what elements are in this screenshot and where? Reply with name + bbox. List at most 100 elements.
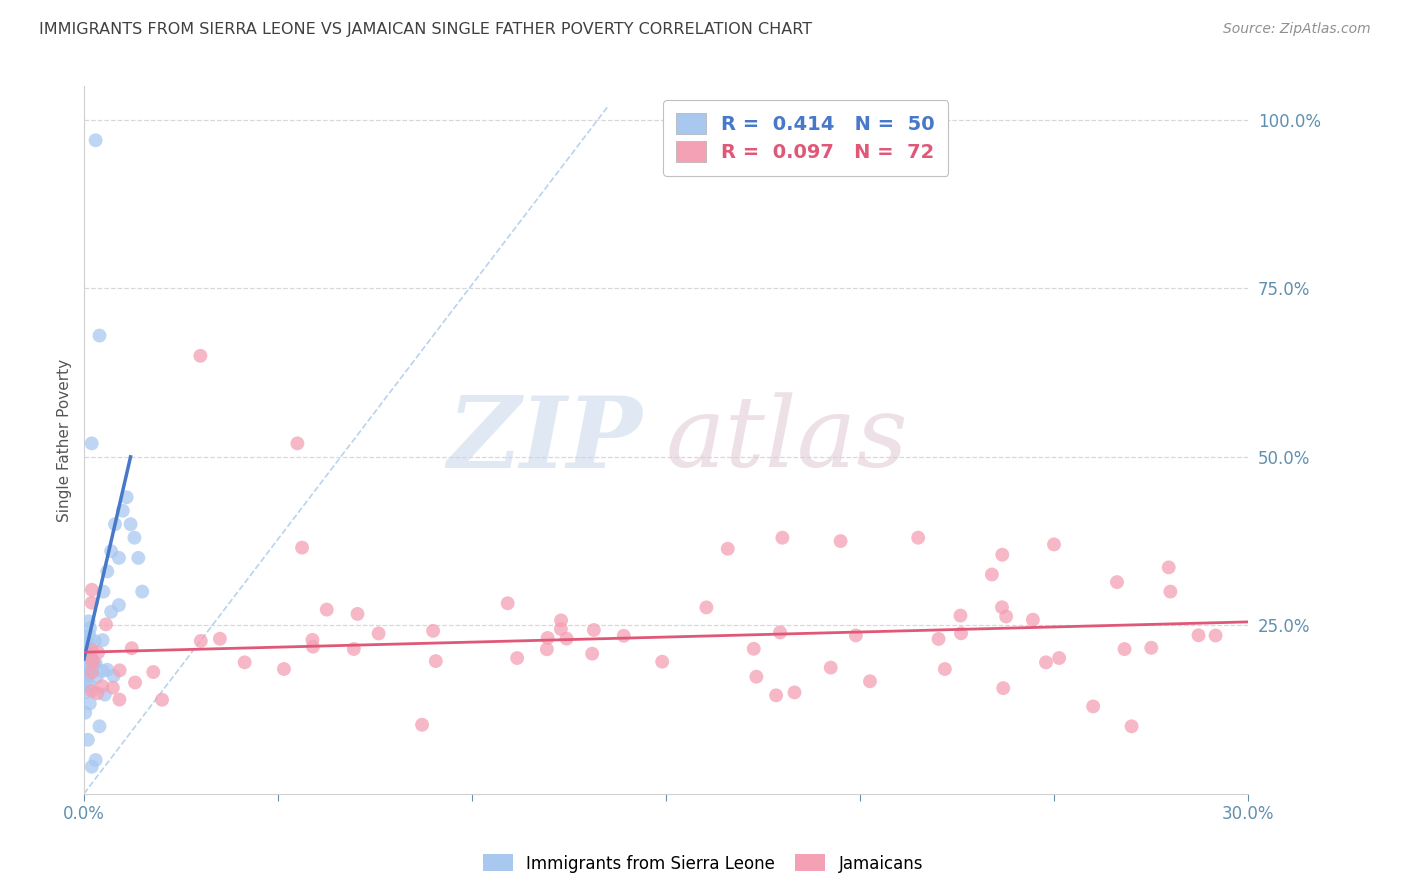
Point (89, 328, 111, 343)
Point (76, 659, 98, 673)
Point (108, 664, 131, 678)
Text: ZIP: ZIP (447, 392, 643, 488)
Point (120, 517, 142, 532)
Point (80, 665, 103, 680)
Point (84, 657, 107, 671)
Point (86, 686, 108, 700)
Text: IMMIGRANTS FROM SIERRA LEONE VS JAMAICAN SINGLE FATHER POVERTY CORRELATION CHART: IMMIGRANTS FROM SIERRA LEONE VS JAMAICAN… (39, 22, 813, 37)
Point (907, 531, 929, 545)
Point (190, 634, 212, 648)
Point (91, 679, 114, 693)
Point (422, 624, 444, 638)
Point (582, 623, 605, 637)
Point (142, 665, 165, 679)
Point (77, 635, 100, 649)
Point (124, 675, 146, 690)
Point (1187, 628, 1209, 642)
Point (75, 685, 97, 699)
Point (301, 632, 323, 647)
Point (536, 642, 558, 657)
Point (928, 632, 950, 646)
Point (830, 534, 852, 549)
Point (80, 596, 103, 610)
Point (550, 614, 572, 628)
Point (84, 133, 107, 147)
Point (555, 632, 578, 646)
Point (79, 697, 101, 711)
Point (859, 674, 882, 689)
Point (84, 753, 107, 767)
Point (550, 622, 572, 636)
Point (993, 681, 1015, 695)
Point (995, 609, 1018, 624)
Point (765, 689, 787, 703)
Point (315, 602, 337, 616)
Point (291, 541, 314, 555)
Point (76, 640, 98, 654)
Point (111, 504, 134, 518)
Point (745, 670, 768, 684)
Point (79, 653, 101, 667)
Point (367, 626, 389, 640)
Point (287, 436, 309, 450)
Point (770, 531, 793, 545)
Point (77, 614, 100, 628)
Point (75, 668, 97, 682)
Point (131, 584, 153, 599)
Point (613, 629, 636, 643)
Point (80, 653, 103, 667)
Point (949, 608, 972, 623)
Point (94, 688, 117, 702)
Point (89, 719, 111, 733)
Point (991, 600, 1014, 615)
Point (1114, 642, 1136, 657)
Point (233, 656, 256, 670)
Point (1157, 560, 1180, 574)
Point (934, 662, 956, 676)
Point (115, 490, 138, 504)
Point (82, 653, 104, 667)
Point (91, 633, 114, 648)
Point (302, 640, 325, 654)
Point (80, 760, 103, 774)
Point (75, 631, 97, 645)
Point (1047, 651, 1070, 665)
Point (124, 531, 146, 545)
Point (91, 664, 114, 678)
Point (1140, 640, 1163, 655)
Point (100, 544, 122, 558)
Point (742, 641, 765, 656)
Text: Source: ZipAtlas.com: Source: ZipAtlas.com (1223, 22, 1371, 37)
Legend: R =  0.414   N =  50, R =  0.097   N =  72: R = 0.414 N = 50, R = 0.097 N = 72 (662, 100, 949, 176)
Point (75, 648, 97, 662)
Point (79, 628, 101, 642)
Point (980, 567, 1002, 582)
Point (1081, 699, 1104, 714)
Point (1022, 613, 1045, 627)
Point (1043, 537, 1066, 551)
Y-axis label: Single Father Poverty: Single Father Poverty (58, 359, 72, 522)
Point (80, 684, 103, 698)
Point (80, 663, 103, 677)
Point (108, 692, 131, 706)
Point (75, 664, 97, 678)
Point (651, 655, 673, 669)
Point (75, 641, 97, 656)
Point (950, 626, 973, 640)
Point (93, 584, 115, 599)
Point (83, 634, 105, 648)
Point (581, 647, 603, 661)
Point (79, 621, 101, 635)
Point (80, 643, 103, 657)
Point (536, 631, 558, 645)
Point (1121, 719, 1143, 733)
Point (79, 678, 101, 692)
Point (75, 674, 97, 689)
Point (346, 607, 368, 621)
Point (769, 625, 792, 640)
Point (83, 657, 105, 672)
Point (96, 663, 118, 677)
Point (127, 550, 149, 565)
Point (717, 541, 740, 556)
Point (77, 668, 100, 682)
